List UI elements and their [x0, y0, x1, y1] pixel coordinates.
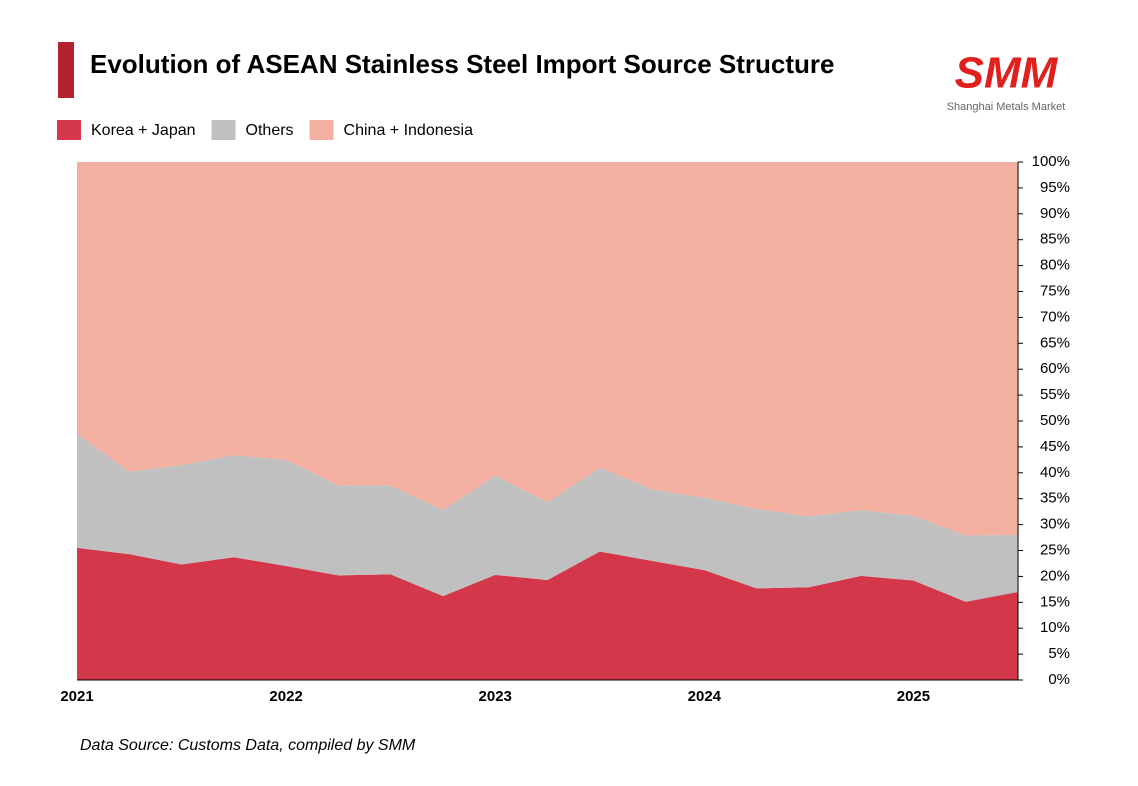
y-tick-label: 25%: [1040, 541, 1070, 558]
logo: SMM: [955, 49, 1059, 98]
y-tick-label: 40%: [1040, 464, 1070, 481]
y-tick-label: 60%: [1040, 360, 1070, 377]
source-note: Data Source: Customs Data, compiled by S…: [80, 737, 416, 754]
y-tick-label: 30%: [1040, 516, 1070, 533]
area: [77, 433, 1018, 602]
title-bar: [58, 42, 74, 98]
x-tick-label: 2022: [269, 688, 302, 705]
y-tick-label: 95%: [1040, 179, 1070, 196]
y-tick-label: 20%: [1040, 567, 1070, 584]
area: [77, 162, 1018, 536]
y-tick-label: 65%: [1040, 334, 1070, 351]
legend-label: Others: [246, 122, 294, 139]
y-tick-label: 0%: [1048, 671, 1070, 688]
x-tick-label: 2023: [479, 688, 512, 705]
y-tick-label: 35%: [1040, 490, 1070, 507]
x-tick-label: 2024: [688, 688, 722, 705]
area: [77, 547, 1018, 680]
logo-subtitle: Shanghai Metals Market: [947, 101, 1066, 113]
x-tick-label: 2021: [60, 688, 93, 705]
y-tick-label: 50%: [1040, 412, 1070, 429]
y-tick-label: 10%: [1040, 619, 1070, 636]
x-tick-label: 2025: [897, 688, 930, 705]
legend-swatch: [211, 120, 236, 140]
y-tick-label: 45%: [1040, 438, 1070, 455]
y-tick-label: 90%: [1040, 205, 1070, 222]
legend-swatch: [57, 120, 81, 140]
y-tick-label: 75%: [1040, 282, 1070, 299]
y-tick-label: 15%: [1040, 593, 1070, 610]
y-tick-label: 85%: [1040, 231, 1070, 248]
y-tick-label: 100%: [1032, 153, 1070, 170]
chart-title: Evolution of ASEAN Stainless Steel Impor…: [90, 49, 835, 79]
y-tick-label: 55%: [1040, 386, 1070, 403]
y-tick-label: 5%: [1048, 645, 1070, 662]
y-tick-label: 70%: [1040, 308, 1070, 325]
legend-swatch: [309, 120, 334, 140]
legend-label: China + Indonesia: [344, 122, 474, 139]
y-tick-label: 80%: [1040, 257, 1070, 274]
legend-label: Korea + Japan: [91, 122, 196, 139]
